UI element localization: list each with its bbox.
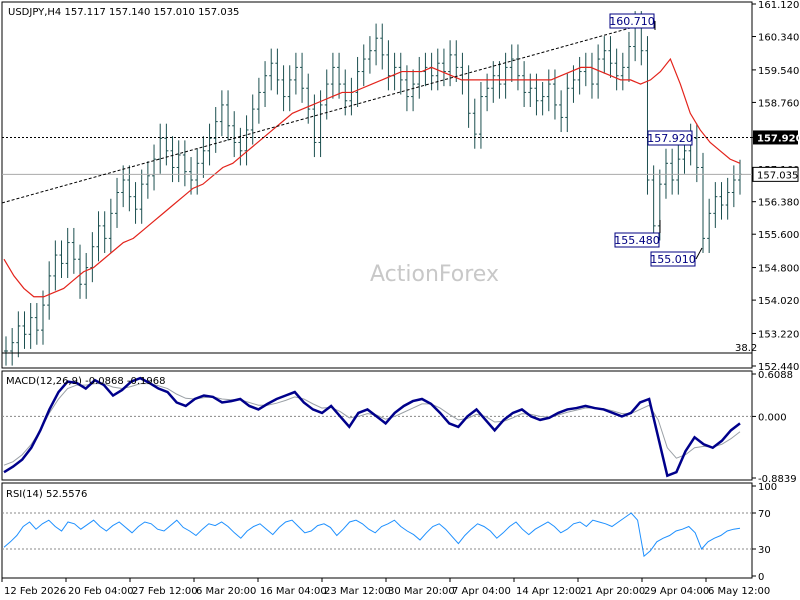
x-tick-label: 6 May 12:00 xyxy=(708,586,770,597)
rsi-group: 100 70 30 0 xyxy=(2,482,777,583)
price-tick-label: 158.760 xyxy=(758,98,799,109)
candles-group xyxy=(4,11,742,366)
high-annotation: 160.710 xyxy=(609,15,655,28)
rsi-tick-label: 30 xyxy=(758,545,771,556)
rsi-line xyxy=(3,512,741,558)
support-annotation-1: 155.480 xyxy=(614,234,660,247)
rsi-tick-label: 100 xyxy=(758,482,777,493)
price-tick-label: 155.600 xyxy=(758,230,799,241)
rsi-tick-label: 0 xyxy=(758,572,764,583)
overlays-group: 38.2 160.710 157.920 155.480 155.010 157.920 1… xyxy=(1,13,800,354)
price-tick-label: 156.380 xyxy=(758,198,799,209)
macd-panel-frame xyxy=(1,370,753,481)
macd-tick-label: -0.8839 xyxy=(758,474,797,485)
x-tick-label: 16 Mar 04:00 xyxy=(260,586,327,597)
price-axis-ticks: 161.120160.340159.540158.760157.920157.1… xyxy=(752,0,799,373)
price-tick-label: 160.340 xyxy=(758,33,799,44)
moving-average-group xyxy=(3,57,741,298)
current-price-tag: 157.035 xyxy=(757,170,798,181)
macd-line xyxy=(3,376,741,478)
price-tick-label: 153.220 xyxy=(758,329,799,340)
x-tick-label: 7 Apr 04:00 xyxy=(452,586,511,597)
x-tick-label: 12 Feb 2026 xyxy=(4,586,66,597)
x-tick-label: 23 Mar 12:00 xyxy=(324,586,391,597)
price-tick-label: 152.440 xyxy=(758,362,799,373)
rsi-panel-frame xyxy=(1,482,753,579)
moving-average-line xyxy=(3,57,741,298)
price-tick-label: 161.120 xyxy=(758,0,799,11)
x-tick-label: 14 Apr 12:00 xyxy=(516,586,581,597)
support-annotation-1-box xyxy=(614,232,660,248)
level-price-tag-bg xyxy=(753,130,798,145)
watermark: ActionForex xyxy=(370,262,499,287)
macd-tick-label: 0.000 xyxy=(758,412,787,423)
macd-label: MACD(12,26,9) -0.0868 -0.1968 xyxy=(6,376,166,387)
current-price-tag-bg xyxy=(752,166,799,182)
price-tick-label: 154.800 xyxy=(758,264,799,275)
level-price-tag: 157.920 xyxy=(757,133,800,144)
support-annotation-2-box xyxy=(650,251,696,267)
x-tick-label: 6 Mar 20:00 xyxy=(196,586,256,597)
macd-group: 0.6088 0.000 -0.8839 xyxy=(2,370,797,485)
x-tick-label: 30 Mar 20:00 xyxy=(388,586,455,597)
fib-label: 38.2 xyxy=(735,343,757,354)
x-tick-label: 29 Apr 04:00 xyxy=(644,586,709,597)
support-annotation-2: 155.010 xyxy=(650,253,696,266)
macd-tick-label: 0.6088 xyxy=(758,370,793,381)
resistance-annotation-box xyxy=(647,130,693,146)
x-tick-label: 27 Feb 12:00 xyxy=(132,586,198,597)
price-panel-frame xyxy=(1,1,753,369)
trendline xyxy=(1,20,656,204)
price-tick-label: 159.540 xyxy=(758,66,799,77)
rsi-label: RSI(14) 52.5576 xyxy=(6,489,87,500)
high-annotation-box xyxy=(609,13,655,29)
x-tick-label: 20 Feb 04:00 xyxy=(68,586,134,597)
leader-line xyxy=(695,247,703,260)
x-tick-label: 21 Apr 20:00 xyxy=(580,586,645,597)
rsi-tick-label: 70 xyxy=(758,509,771,520)
price-tick-label: 154.020 xyxy=(758,296,799,307)
symbol-header: USDJPY,H4 157.117 157.140 157.010 157.03… xyxy=(8,7,239,18)
resistance-annotation: 157.920 xyxy=(647,132,693,145)
